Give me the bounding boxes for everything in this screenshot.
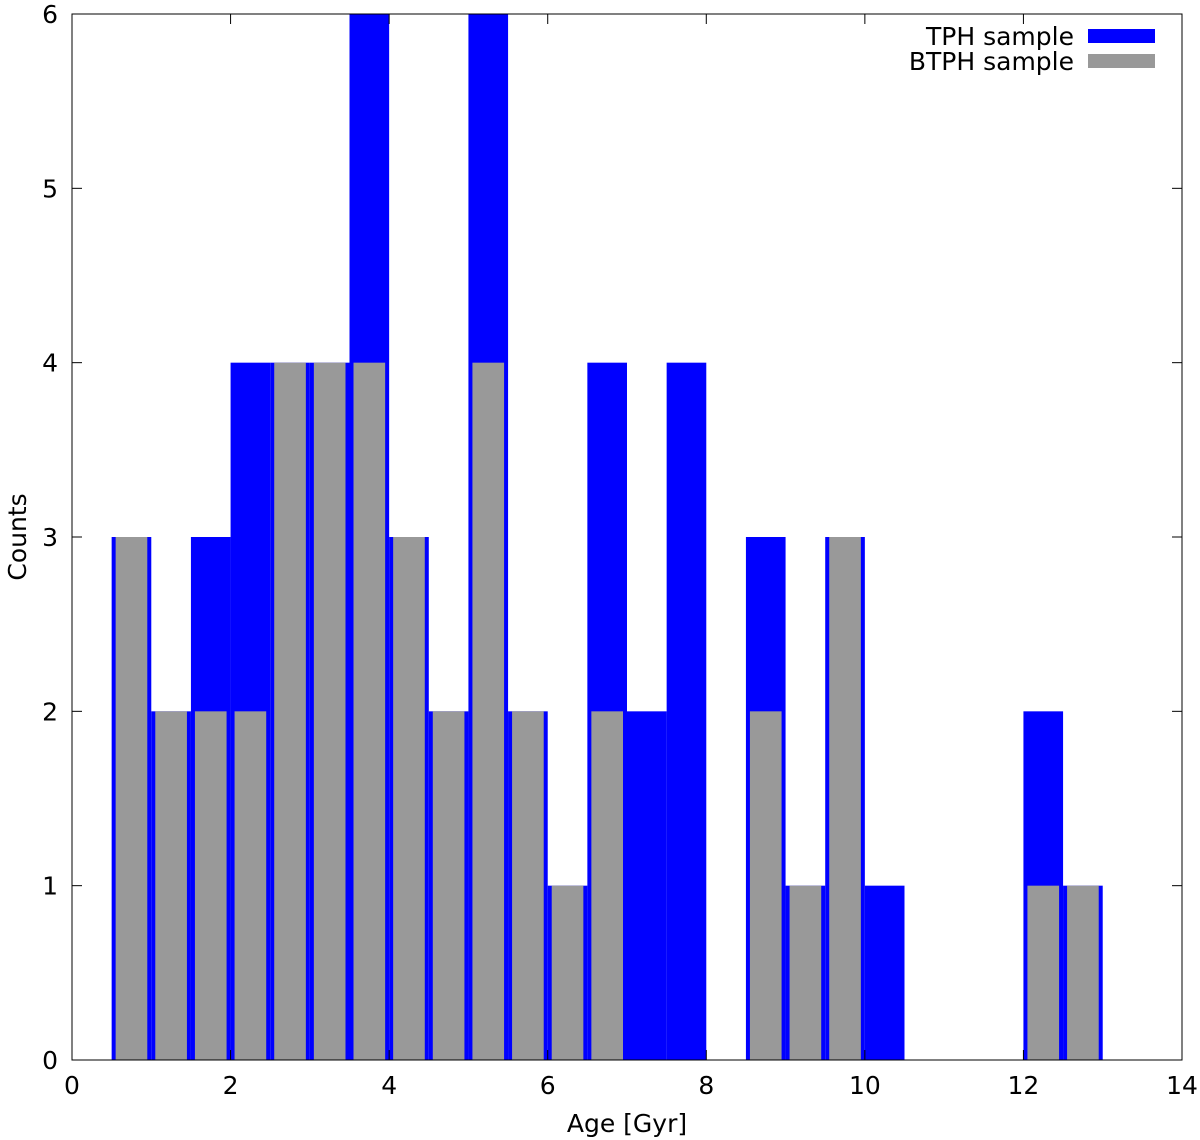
btph-bar	[512, 711, 544, 1060]
y-axis-label: Counts	[3, 493, 32, 580]
x-tick-label: 2	[223, 1071, 239, 1100]
btph-bar	[313, 362, 346, 1061]
btph-bar	[274, 362, 306, 1061]
legend-swatch-tph	[1088, 29, 1155, 43]
x-tick-label: 4	[381, 1071, 397, 1100]
legend-label-tph: TPH sample	[925, 22, 1074, 51]
btph-bar	[551, 885, 584, 1060]
btph-bar	[353, 362, 386, 1061]
legend-swatch-btph	[1088, 54, 1155, 68]
x-tick-label: 12	[1008, 1071, 1040, 1100]
btph-series-bars	[115, 362, 1099, 1061]
btph-bar	[1067, 885, 1099, 1060]
x-tick-label: 6	[540, 1071, 556, 1100]
tph-bar	[627, 711, 667, 1060]
y-tick-label: 4	[42, 349, 58, 378]
y-tick-label: 5	[42, 174, 58, 203]
btph-bar	[472, 362, 505, 1061]
btph-bar	[155, 711, 187, 1060]
legend-label-btph: BTPH sample	[909, 47, 1074, 76]
x-tick-label: 8	[698, 1071, 714, 1100]
btph-bar	[1027, 885, 1060, 1060]
btph-bar	[432, 711, 465, 1060]
btph-bar	[829, 537, 861, 1060]
y-tick-label: 1	[42, 872, 58, 901]
btph-bar	[115, 537, 148, 1060]
y-tick-label: 2	[42, 697, 58, 726]
tph-bar	[666, 362, 707, 1061]
btph-bar	[393, 537, 425, 1060]
btph-bar	[789, 885, 822, 1060]
btph-bar	[194, 711, 227, 1060]
y-tick-label: 6	[42, 0, 58, 29]
y-tick-label: 0	[42, 1046, 58, 1075]
x-axis-label: Age [Gyr]	[567, 1109, 687, 1138]
y-tick-label: 3	[42, 523, 58, 552]
btph-bar	[749, 711, 782, 1060]
x-tick-label: 10	[849, 1071, 881, 1100]
x-tick-label: 0	[64, 1071, 80, 1100]
btph-bar	[591, 711, 623, 1060]
btph-bar	[234, 711, 267, 1060]
x-tick-label: 14	[1166, 1071, 1198, 1100]
tph-bar	[864, 885, 905, 1060]
legend: TPH sample BTPH sample	[909, 22, 1155, 76]
axis-ticks	[71, 13, 1183, 1061]
